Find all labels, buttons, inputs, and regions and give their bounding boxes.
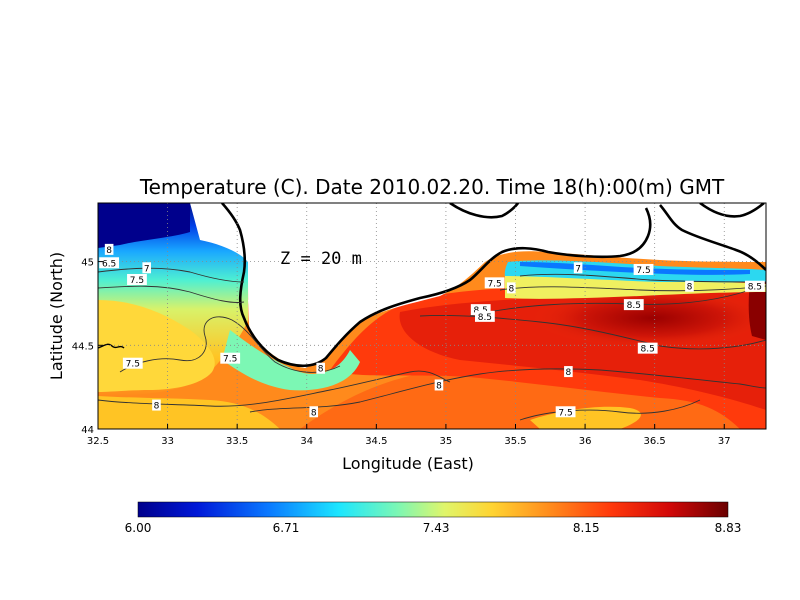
colorbar [137, 501, 729, 518]
y-tick-label: 44 [81, 425, 94, 436]
yellow-se [530, 406, 641, 429]
contour-label: 8 [311, 408, 317, 418]
contour-label-bg [623, 299, 644, 311]
coastline-sw [98, 343, 125, 349]
contour-label-bg [122, 357, 143, 369]
contour-label-bg [564, 366, 573, 378]
y-tick-label: 45 [81, 258, 94, 269]
contour-label: 8.5 [478, 313, 492, 323]
x-tick-label: 32.5 [87, 436, 109, 447]
contour-label-bg [309, 406, 319, 418]
x-tick-label: 33.5 [226, 436, 248, 447]
contour-line [249, 368, 766, 413]
contour-label-bg [507, 282, 516, 294]
x-tick-label: 37 [718, 436, 731, 447]
y-axis-ticks: 44 44.5 45 [72, 258, 103, 436]
x-tick-label: 34.5 [365, 436, 387, 447]
y-axis-label: Latitude (North) [47, 252, 66, 380]
contour-label-bg [573, 262, 583, 274]
contour-line [98, 285, 245, 303]
contour-label-bg [633, 263, 654, 275]
land-crimea-north [190, 203, 766, 368]
contour-label: 8 [318, 365, 324, 375]
east-hot-edge [748, 280, 766, 340]
x-axis-label: Longitude (East) [342, 454, 474, 473]
contour-label: 8 [566, 368, 572, 378]
y-tick-label: 44.5 [72, 341, 94, 352]
x-tick-label: 33 [161, 436, 174, 447]
contour-label-bg [220, 352, 241, 364]
contour-label: 8 [508, 284, 514, 294]
contour-line [119, 316, 341, 373]
coastline [221, 203, 766, 368]
contour-label-bg [474, 310, 495, 322]
contour-line [98, 370, 451, 407]
yellow-west [98, 300, 215, 392]
colorbar-tick-label: 8.83 [715, 521, 742, 535]
contour-label-bg [470, 304, 491, 316]
yellow-sw [98, 396, 280, 429]
x-tick-label: 34 [300, 436, 313, 447]
contour-label: 8 [436, 381, 442, 391]
contour-line [98, 267, 245, 283]
contour-line [519, 273, 766, 283]
contour-label-bg [434, 379, 444, 391]
contour-label: 7.5 [223, 355, 237, 365]
yellow-strip-east [505, 276, 766, 299]
contour-label-bg [152, 399, 161, 411]
contour-label: 7.5 [487, 279, 501, 289]
colorbar-tick-label: 7.43 [423, 521, 450, 535]
contour-label-bg [685, 280, 694, 292]
colorbar-tick-label: 6.71 [273, 521, 300, 535]
plot-frame [97, 202, 767, 430]
contour-label: 7.5 [126, 360, 140, 370]
contour-label-bg [99, 257, 120, 269]
chart-title: Temperature (C). Date 2010.02.20. Time 1… [139, 175, 725, 199]
colorbar-tick-label: 6.00 [125, 521, 152, 535]
contour-line [499, 285, 766, 292]
contour-label: 8 [106, 246, 112, 256]
land-crimea-bay [248, 286, 285, 340]
contour-label-bg [555, 406, 576, 418]
x-tick-label: 35 [440, 436, 453, 447]
contour-label: 7.5 [636, 266, 650, 276]
contour-label-bg [127, 274, 147, 286]
contour-label: 7 [144, 264, 150, 274]
contour-label: 8 [154, 402, 160, 412]
contour-label: 8 [687, 283, 693, 293]
cyan-coast-west [222, 330, 360, 391]
x-axis-ticks: 32.5 33 33.5 34 34.5 35 35.5 36 36.5 37 [87, 424, 731, 447]
x-tick-label: 35.5 [504, 436, 526, 447]
colorbar-tick-label: 8.15 [573, 521, 600, 535]
contour-label-bg [316, 362, 325, 374]
coastline-north [449, 203, 765, 219]
x-tick-label: 36 [579, 436, 592, 447]
contour-label-bg [142, 262, 152, 274]
contour-line [519, 399, 701, 421]
contour-label: 7.5 [130, 276, 144, 286]
contour-lines [98, 267, 766, 421]
contour-label-bg [104, 243, 114, 255]
depth-annotation: Z = 20 m [280, 249, 362, 269]
contour-label: 7.5 [558, 408, 572, 418]
contour-label-bg [744, 280, 765, 292]
contour-label-bg [637, 342, 658, 354]
contour-label: 6.5 [102, 259, 116, 269]
x-tick-label: 36.5 [644, 436, 666, 447]
contour-label-bg [484, 277, 505, 289]
colorbar-ticks: 6.00 6.71 7.43 8.15 8.83 [125, 521, 742, 535]
contour-label: 8.5 [641, 345, 655, 355]
cold-corner [98, 203, 190, 248]
contour-label: 8.5 [627, 301, 641, 311]
contour-label: 8.5 [748, 283, 762, 293]
contour-label: 7 [575, 264, 581, 274]
